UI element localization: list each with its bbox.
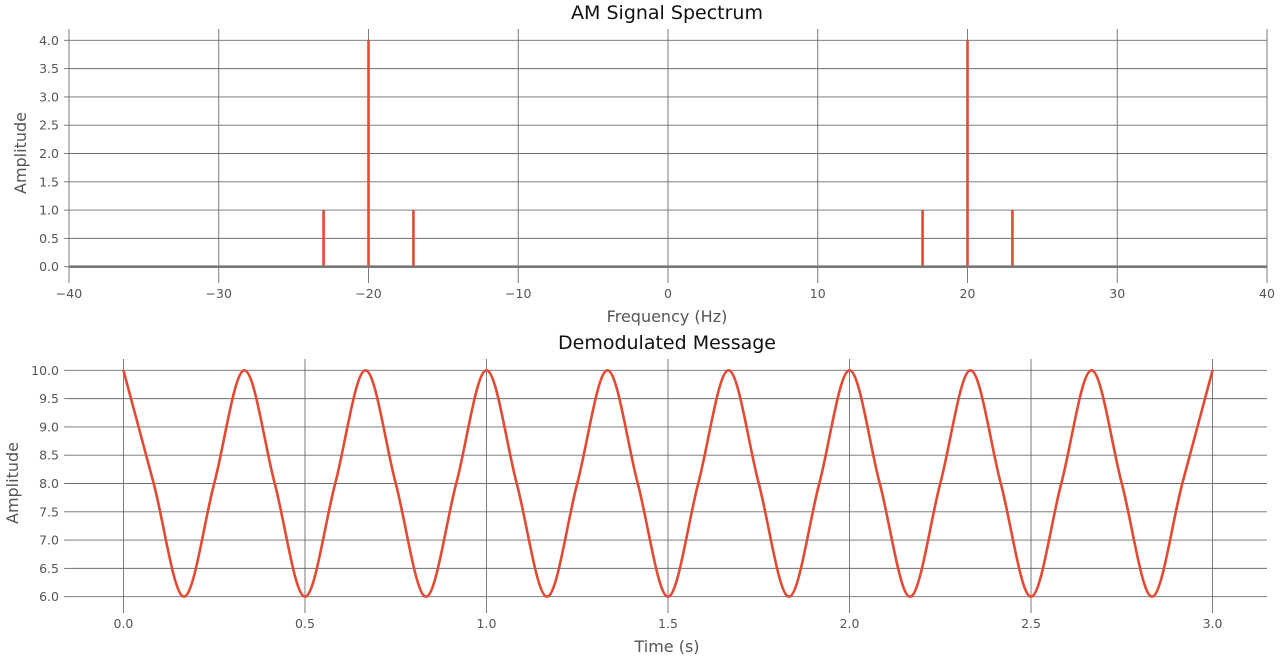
spectrum-x-tick-label: 20 xyxy=(960,286,976,301)
spectrum-x-tick-label: −20 xyxy=(355,286,381,301)
message-y-tick-label: 7.5 xyxy=(39,504,59,519)
spectrum-y-tick-label: 4.0 xyxy=(39,33,59,48)
spectrum-x-tick-label: −30 xyxy=(206,286,232,301)
message-x-tick-label: 0.5 xyxy=(295,616,315,631)
message-y-tick-label: 9.0 xyxy=(39,419,59,434)
message-y-tick-label: 6.5 xyxy=(39,561,59,576)
spectrum-y-tick-label: 3.0 xyxy=(39,89,59,104)
message-x-tick-label: 2.5 xyxy=(1021,616,1041,631)
message-y-tick-label: 9.5 xyxy=(39,391,59,406)
message-y-tick-label: 6.0 xyxy=(39,589,59,604)
spectrum-x-tick-label: 0 xyxy=(664,286,672,301)
spectrum-x-tick-label: 40 xyxy=(1259,286,1275,301)
message-x-label: Time (s) xyxy=(633,637,699,656)
spectrum-y-tick-label: 1.0 xyxy=(39,203,59,218)
spectrum-ticks: 0.0 0.5 1.0 1.5 2.0 2.5 3.0 3.5 4.0 −40 −30 −20 −10 0… xyxy=(39,33,1275,301)
spectrum-title: AM Signal Spectrum xyxy=(571,2,763,24)
message-x-tick-label: 1.0 xyxy=(477,616,497,631)
spectrum-y-label: Amplitude xyxy=(11,112,30,194)
message-x-tick-label: 2.0 xyxy=(840,616,860,631)
message-x-tick-label: 1.5 xyxy=(658,616,678,631)
spectrum-x-tick-label: −10 xyxy=(505,286,531,301)
message-line xyxy=(122,369,1214,598)
message-x-tick-label: 0.0 xyxy=(114,616,134,631)
message-y-tick-label: 10.0 xyxy=(31,363,59,378)
spectrum-x-tick-label: 10 xyxy=(810,286,826,301)
spectrum-stems xyxy=(322,40,1014,267)
spectrum-y-tick-label: 0.0 xyxy=(39,259,59,274)
message-panel: Demodulated Message Time (s) Amplitude 6… xyxy=(3,332,1267,656)
message-title: Demodulated Message xyxy=(558,332,776,354)
spectrum-panel: AM Signal Spectrum Frequency (Hz) Amplit… xyxy=(11,2,1275,326)
spectrum-y-tick-label: 1.5 xyxy=(39,174,59,189)
message-x-tick-label: 3.0 xyxy=(1203,616,1223,631)
spectrum-y-tick-label: 2.5 xyxy=(39,118,59,133)
message-grid xyxy=(69,359,1267,608)
spectrum-y-tick-label: 0.5 xyxy=(39,231,59,246)
spectrum-grid xyxy=(68,29,1268,278)
message-y-tick-label: 8.0 xyxy=(39,476,59,491)
spectrum-y-tick-label: 3.5 xyxy=(39,61,59,76)
spectrum-x-tick-label: −40 xyxy=(56,286,82,301)
spectrum-x-label: Frequency (Hz) xyxy=(607,307,728,326)
message-ticks: 6.0 6.5 7.0 7.5 8.0 8.5 9.0 9.5 10.0 0.0 0.5 1.0 1.5… xyxy=(31,363,1222,631)
message-y-tick-label: 7.0 xyxy=(39,533,59,548)
message-y-label: Amplitude xyxy=(3,442,22,524)
spectrum-x-tick-label: 30 xyxy=(1109,286,1125,301)
message-y-tick-label: 8.5 xyxy=(39,448,59,463)
spectrum-y-tick-label: 2.0 xyxy=(39,146,59,161)
